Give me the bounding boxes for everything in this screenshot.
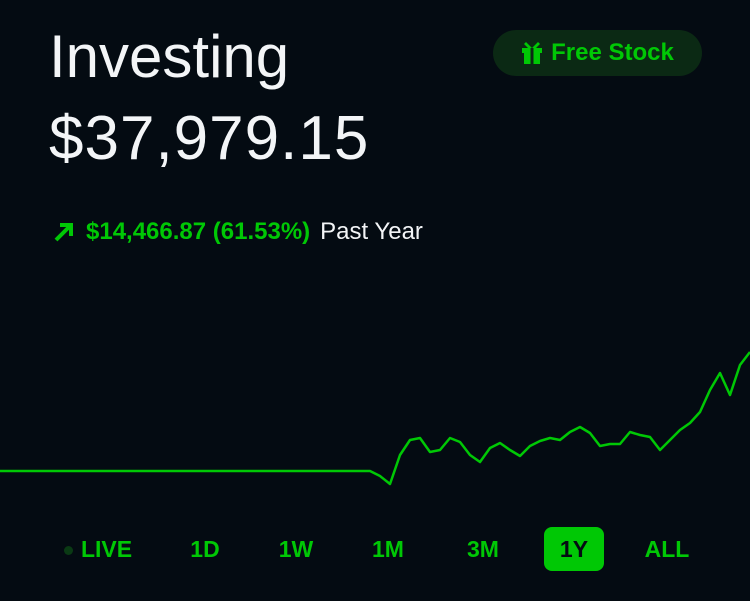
portfolio-chart [0, 351, 750, 486]
range-button[interactable]: 1M [363, 527, 413, 571]
range-button[interactable]: 1Y [544, 527, 604, 571]
range-selector: LIVE 1D 1W 1M 3M 1Y ALL [0, 527, 750, 571]
range-label: 1Y [559, 536, 589, 562]
range-label: 1M [372, 536, 404, 562]
free-stock-label: Free Stock [551, 39, 674, 66]
range-label: 1W [278, 536, 314, 562]
range-label: 3M [467, 536, 499, 562]
change-amount: $14,466.87 (61.53%) [86, 218, 311, 245]
range-button[interactable]: 1W [271, 527, 321, 571]
title: Investing [49, 23, 290, 90]
balance: $37,979.15 [49, 104, 370, 173]
price-line [0, 351, 750, 486]
range-button[interactable]: 1D [180, 527, 230, 571]
gift-icon [522, 42, 543, 64]
range-button[interactable]: LIVE [53, 527, 143, 571]
range-label: 1D [190, 536, 220, 562]
change-period: Past Year [320, 218, 423, 245]
range-button[interactable]: 3M [458, 527, 508, 571]
change-row: $14,466.87 (61.53%) Past Year [52, 218, 423, 246]
live-dot [63, 546, 73, 556]
range-button[interactable]: ALL [637, 527, 697, 571]
range-label: LIVE [80, 536, 133, 562]
range-label: ALL [644, 536, 690, 562]
free-stock-button[interactable]: Free Stock [493, 30, 702, 76]
up-arrow-icon [54, 223, 73, 242]
